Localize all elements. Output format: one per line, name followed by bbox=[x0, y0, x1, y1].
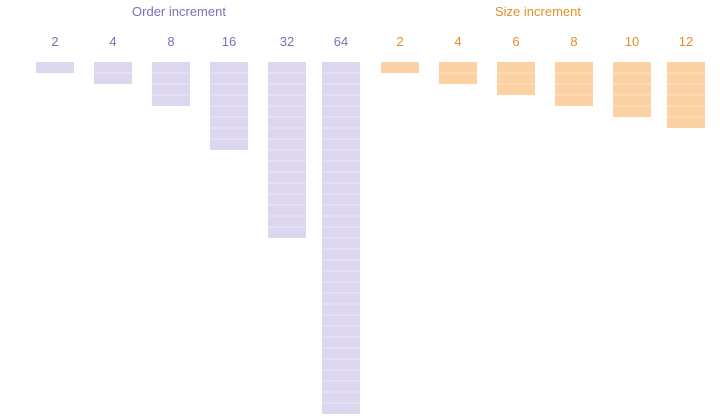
column-label: 16 bbox=[222, 34, 236, 49]
column-bar bbox=[613, 62, 651, 117]
column-label: 10 bbox=[625, 34, 639, 49]
column-bar bbox=[36, 62, 74, 73]
column-bar bbox=[381, 62, 419, 73]
column-label: 32 bbox=[280, 34, 294, 49]
column-label: 8 bbox=[167, 34, 174, 49]
column-label: 64 bbox=[334, 34, 348, 49]
column-label: 4 bbox=[109, 34, 116, 49]
column-label: 4 bbox=[454, 34, 461, 49]
column-label: 12 bbox=[679, 34, 693, 49]
column-label: 2 bbox=[51, 34, 58, 49]
column-bar bbox=[497, 62, 535, 95]
group-title-size-increment: Size increment bbox=[495, 4, 581, 19]
column-label: 6 bbox=[512, 34, 519, 49]
columns: 2 4 8 16 32 64 2 4 6 8 10 12 bbox=[36, 34, 705, 414]
column-label: 8 bbox=[570, 34, 577, 49]
group-title-order-increment: Order increment bbox=[132, 4, 226, 19]
column-label: 2 bbox=[396, 34, 403, 49]
